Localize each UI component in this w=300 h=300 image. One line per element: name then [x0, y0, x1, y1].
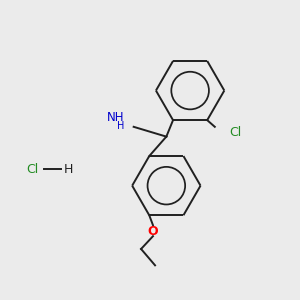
Text: H: H — [117, 121, 124, 131]
Text: H: H — [64, 163, 73, 176]
Text: NH: NH — [107, 111, 124, 124]
Text: Cl: Cl — [27, 163, 39, 176]
Text: Cl: Cl — [230, 126, 242, 139]
Text: O: O — [148, 225, 158, 238]
